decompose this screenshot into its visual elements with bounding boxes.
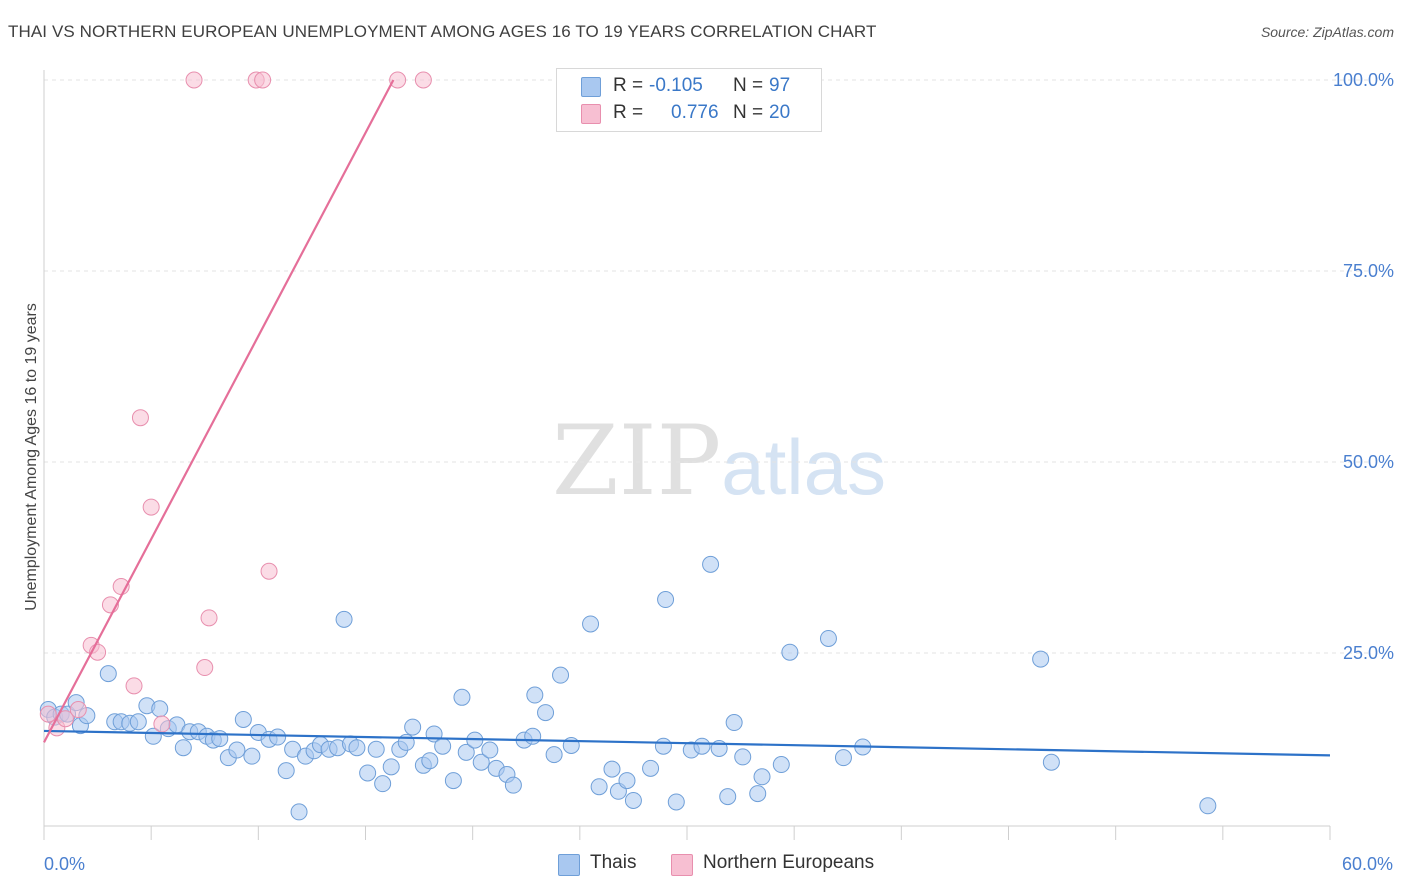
northern-europeans-point — [196, 659, 214, 677]
bottom-legend-label: Thais — [590, 852, 637, 873]
thais-point — [590, 778, 608, 796]
thais-point — [719, 788, 737, 806]
northern-europeans-point — [153, 715, 171, 733]
northern-europeans-point — [131, 409, 149, 427]
legend-r-label: R = — [613, 102, 644, 123]
northern-europeans-point — [39, 705, 57, 723]
northern-europeans-point — [185, 71, 203, 89]
thais-point — [545, 746, 563, 764]
northern-europeans-point — [142, 498, 160, 516]
thais-point — [151, 700, 169, 718]
thais-point — [734, 748, 752, 766]
thais-point — [290, 803, 308, 821]
thais-point — [1199, 797, 1217, 815]
thais-point — [481, 741, 499, 759]
y-tick-label: 100.0% — [1333, 70, 1394, 90]
thais-point — [129, 713, 147, 731]
legend-r-label: R = — [613, 75, 644, 96]
thais-point — [618, 772, 636, 790]
y-tick-label: 25.0% — [1343, 643, 1394, 663]
northern-europeans-trend-line — [43, 79, 395, 743]
thais-point — [421, 752, 439, 770]
y-tick-label: 50.0% — [1343, 452, 1394, 472]
northern-europeans-point — [254, 71, 272, 89]
thais-point — [472, 753, 490, 771]
legend-n-value: 20 — [769, 102, 791, 123]
thais-point — [725, 714, 743, 732]
thais-point — [657, 591, 675, 609]
thais-point — [642, 759, 660, 777]
watermark-atlas: atlas — [721, 423, 886, 511]
thais-point — [819, 629, 837, 647]
thais-trend-line — [43, 729, 1331, 757]
thais-point — [667, 793, 685, 811]
thais-point — [457, 743, 475, 761]
thais-point — [374, 775, 392, 793]
correlation-legend: R = -0.105 N = 97 R = 0.776 N = 20 — [556, 68, 822, 132]
thais-point — [211, 730, 229, 748]
thais-point — [1042, 753, 1060, 771]
legend-r-value: 0.776 — [671, 102, 719, 123]
thais-point — [603, 760, 621, 778]
thais-point — [749, 785, 767, 803]
thais-point — [404, 718, 422, 736]
x-tick-label: 0.0% — [44, 854, 85, 874]
chart-title: THAI VS NORTHERN EUROPEAN UNEMPLOYMENT A… — [8, 22, 877, 41]
y-tick-label: 75.0% — [1343, 261, 1394, 281]
legend-n-label: N = — [733, 75, 764, 96]
thais-point — [453, 688, 471, 706]
thais-point — [654, 737, 672, 755]
thais-point — [434, 737, 452, 755]
thais-point — [243, 747, 261, 765]
thais-point — [367, 740, 385, 758]
thais-point — [702, 555, 720, 573]
legend-n-value: 97 — [769, 75, 791, 96]
thais-point — [359, 764, 377, 782]
thais-point — [781, 643, 799, 661]
thais-point — [277, 762, 295, 780]
thais-point — [269, 728, 287, 746]
thais-point — [693, 737, 711, 755]
bottom-legend-label: Northern Europeans — [703, 852, 875, 873]
legend-n-label: N = — [733, 102, 764, 123]
thais-point — [444, 772, 462, 790]
watermark: ZIPatlas — [552, 405, 886, 517]
northern-europeans-point — [200, 609, 218, 627]
thais-point — [1032, 650, 1050, 668]
thais-point — [552, 666, 570, 684]
bottom-legend-swatch-northern-europeans — [671, 854, 693, 876]
northern-europeans-point — [414, 71, 432, 89]
northern-europeans-point — [260, 562, 278, 580]
chart-source: Source: ZipAtlas.com — [1260, 24, 1394, 40]
thais-point — [228, 741, 246, 759]
thais-point — [524, 727, 542, 745]
legend-r-value: -0.105 — [649, 75, 703, 96]
legend-swatch-thais — [581, 77, 601, 97]
northern-europeans-point — [69, 701, 87, 719]
northern-europeans-point — [389, 71, 407, 89]
thais-point — [335, 610, 353, 628]
thais-point — [526, 686, 544, 704]
x-tick-label: 60.0% — [1342, 854, 1393, 874]
thais-point — [582, 615, 600, 633]
thais-point — [174, 739, 192, 757]
thais-point — [99, 665, 117, 683]
bottom-legend-swatch-thais — [558, 854, 580, 876]
thais-point — [753, 768, 771, 786]
thais-point — [834, 749, 852, 767]
thais-point — [537, 704, 555, 722]
watermark-zip: ZIP — [552, 405, 722, 517]
thais-point — [234, 710, 252, 728]
thais-point — [382, 758, 400, 776]
thais-point — [348, 739, 366, 757]
legend-swatch-northern-europeans — [581, 104, 601, 124]
thais-point — [624, 791, 642, 809]
northern-europeans-point — [125, 677, 143, 695]
thais-point — [772, 756, 790, 774]
thais-point — [504, 776, 522, 794]
